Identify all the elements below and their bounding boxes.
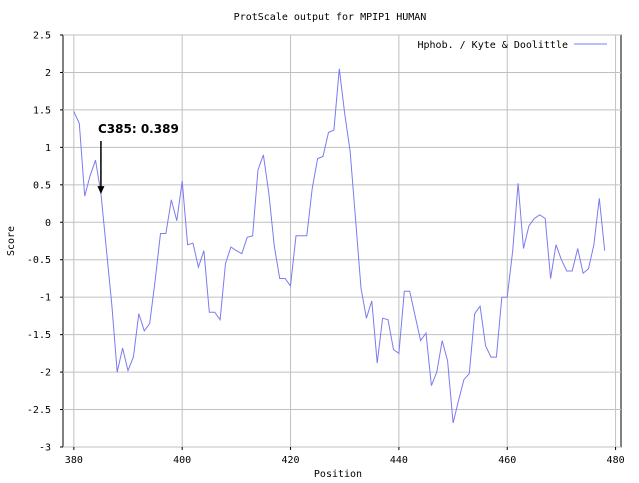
y-tick-label: 1.5 [33, 105, 51, 116]
y-tick-label: 0 [45, 218, 51, 229]
legend: Hphob. / Kyte & Doolittle [417, 40, 607, 51]
x-axis-label: Position [314, 469, 362, 480]
y-tick-label: 1 [45, 143, 51, 154]
annotation: C385: 0.389 [97, 122, 179, 195]
y-tick-label: -2 [39, 368, 51, 379]
legend-label: Hphob. / Kyte & Doolittle [417, 40, 568, 51]
y-tick-label: -2.5 [27, 405, 51, 416]
y-tick-label: 0.5 [33, 180, 51, 191]
y-tick-label: -1.5 [27, 330, 51, 341]
y-tick-label: -1 [39, 293, 51, 304]
x-tick-label: 460 [498, 455, 516, 466]
grid [63, 34, 621, 448]
series-line-hphob-kyte-doolittle [73, 68, 606, 424]
plot-frame [62, 34, 622, 448]
y-tick-label: -0.5 [27, 255, 51, 266]
x-tick-label: 400 [173, 455, 191, 466]
x-tick-label: 380 [65, 455, 83, 466]
y-tick-label: 2 [45, 68, 51, 79]
y-axis-label: Score [6, 226, 17, 256]
y-tick-label: -3 [39, 443, 51, 454]
axes: 2.5 2 1.5 1 0.5 0 -0.5 -1 -1.5 -2 -2.5 -3 380 400 420 4… [27, 31, 625, 467]
annotation-arrow-head [97, 186, 105, 195]
chart-title: ProtScale output for MPIP1 HUMAN [234, 12, 427, 23]
x-tick-label: 480 [607, 455, 625, 466]
x-tick-label: 440 [390, 455, 408, 466]
x-tick-label: 420 [282, 455, 300, 466]
annotation-label: C385: 0.389 [98, 122, 179, 136]
y-tick-label: 2.5 [33, 31, 51, 42]
